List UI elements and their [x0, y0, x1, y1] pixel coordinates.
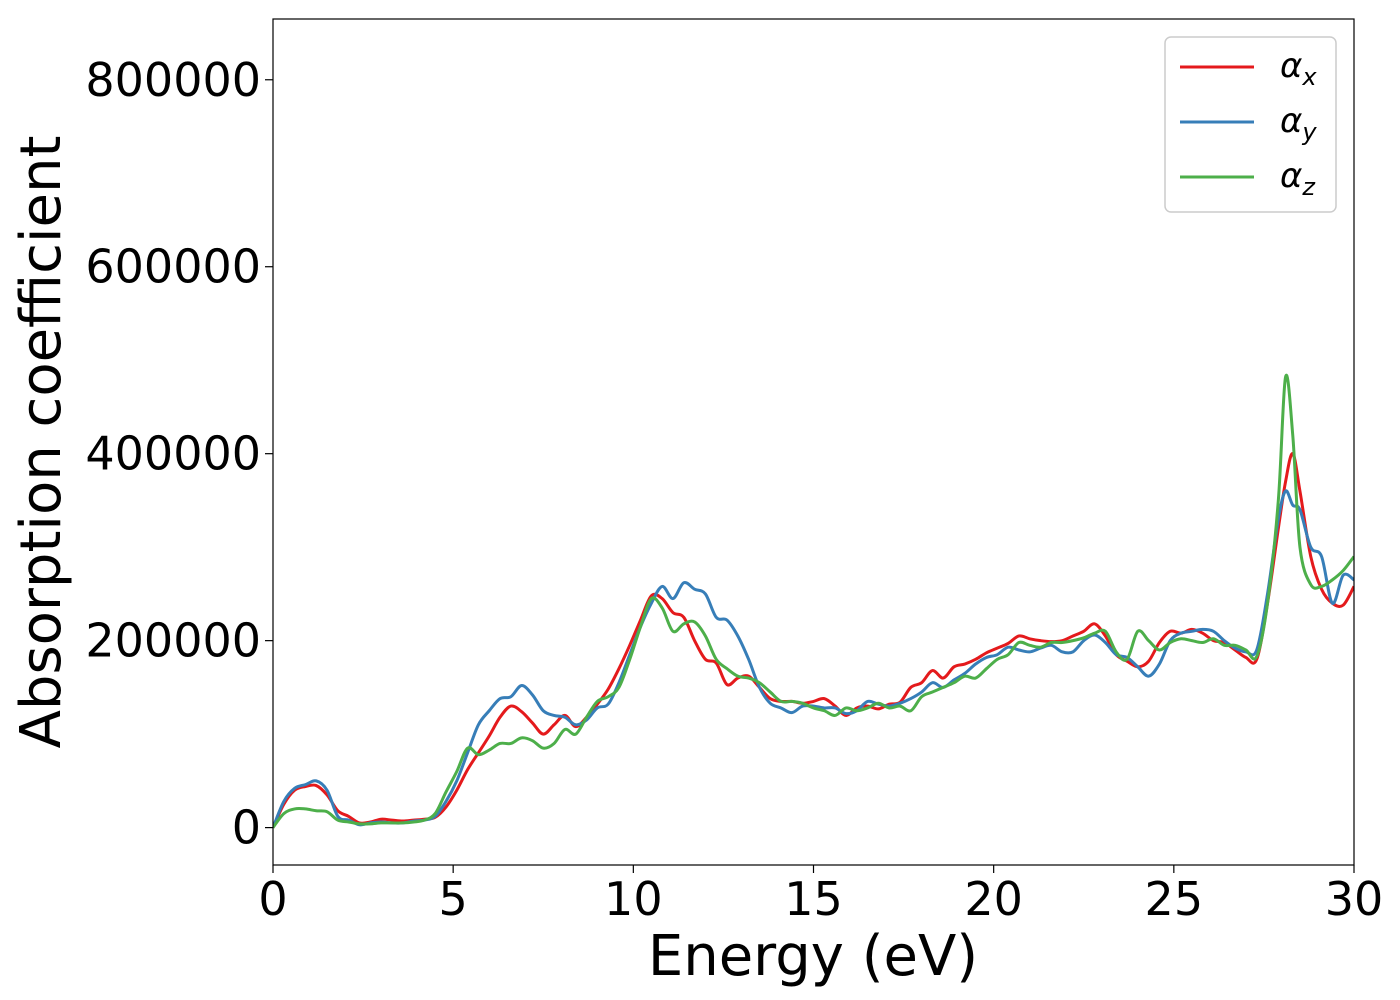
x-tick-label: 10 — [604, 872, 663, 926]
y-axis-title: Absorption coefficient — [9, 136, 74, 749]
legend-label-x: αx — [1280, 46, 1317, 91]
legend-label-subscript: z — [1301, 173, 1316, 201]
series-line-z — [273, 373, 1354, 829]
legend-label-base: α — [1280, 101, 1302, 141]
legend-label-y: αy — [1280, 101, 1317, 146]
x-tick-label: 25 — [1145, 872, 1204, 926]
x-tick-label: 30 — [1325, 872, 1384, 926]
series-layer — [273, 373, 1354, 829]
y-tick-label: 600000 — [85, 240, 261, 294]
y-tick-label: 800000 — [85, 53, 261, 107]
y-tick-label: 0 — [232, 801, 261, 855]
legend-label-subscript: x — [1301, 63, 1317, 91]
y-tick-label: 400000 — [85, 427, 261, 481]
y-axis: 0 200000 400000 600000 800000 — [85, 53, 273, 855]
x-tick-label: 20 — [964, 872, 1023, 926]
series-line-y — [273, 489, 1354, 829]
y-tick-label: 200000 — [85, 614, 261, 668]
x-tick-label: 5 — [439, 872, 468, 926]
legend-label-subscript: y — [1301, 118, 1317, 146]
legend-box — [1164, 36, 1337, 213]
x-axis: 0 5 10 15 20 25 30 — [258, 865, 1383, 926]
x-tick-label: 0 — [258, 872, 287, 926]
x-tick-label: 15 — [784, 872, 843, 926]
legend-label-z: αz — [1280, 156, 1316, 201]
legend-label-base: α — [1280, 46, 1302, 86]
legend-label-base: α — [1280, 156, 1302, 196]
x-axis-title: Energy (eV) — [648, 924, 978, 989]
